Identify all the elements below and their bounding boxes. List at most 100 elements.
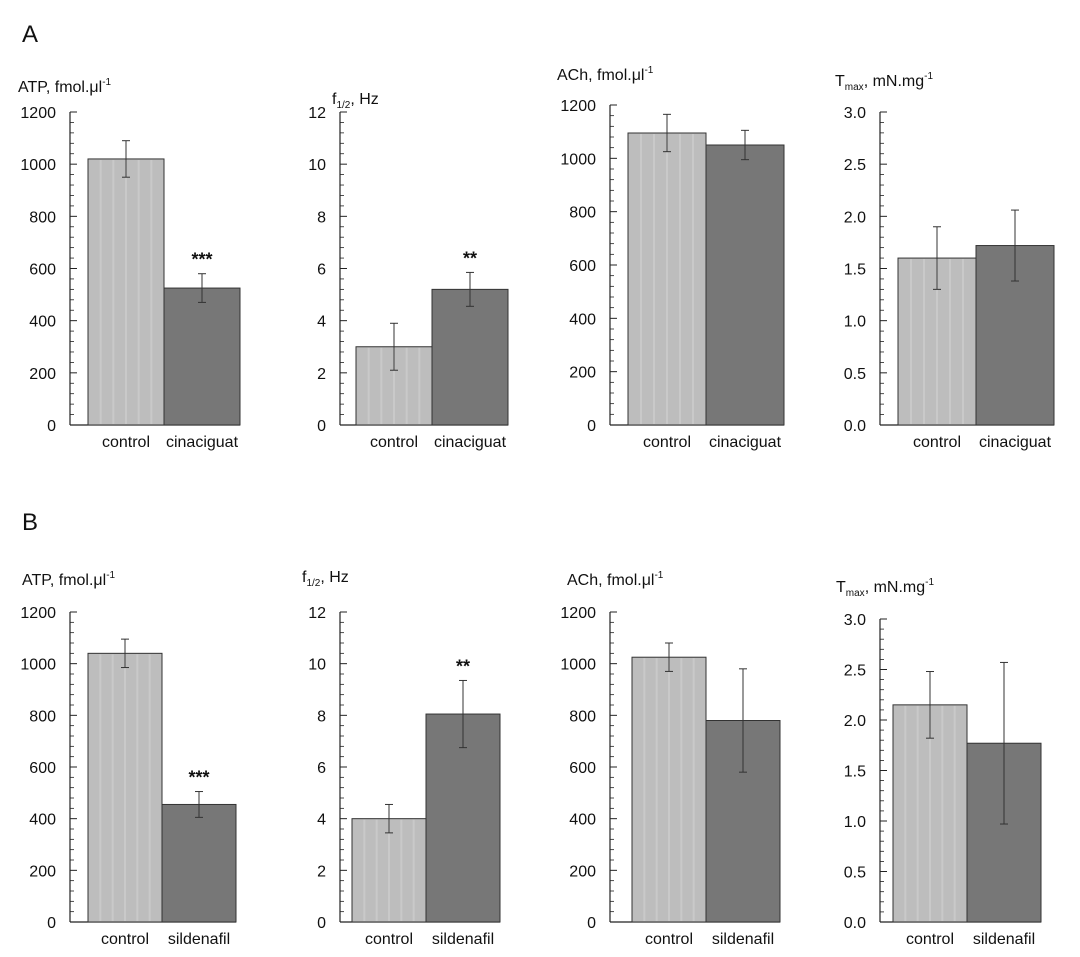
y-tick-label: 2.5 [844,157,866,174]
y-tick-label: 200 [29,366,56,383]
chart-title: Tmax, mN.mg-1 [836,577,934,599]
panel-letter-a: A [22,21,38,48]
y-tick-label: 12 [308,605,326,622]
y-tick-label: 1200 [20,605,56,622]
y-tick-label: 2.0 [844,713,866,730]
y-tick-label: 200 [569,863,596,880]
bar-cinaciguat [431,288,509,426]
y-tick-label: 2 [317,863,326,880]
significance-label: *** [188,768,209,788]
y-tick-label: 2.5 [844,663,866,680]
bar-sildenafil [161,803,237,923]
chart-title: ATP, fmol.μl-1 [18,77,112,96]
x-tick-label: cinaciguat [709,434,782,451]
chart-title: f1/2, Hz [302,569,349,589]
y-tick-label: 1.5 [844,262,866,279]
x-tick-label: cinaciguat [166,434,239,451]
y-tick-label: 6 [317,262,326,279]
x-tick-label: control [101,931,149,948]
y-tick-label: 2.0 [844,209,866,226]
y-tick-label: 800 [29,209,56,226]
y-tick-label: 1200 [560,98,596,115]
y-tick-label: 0.0 [844,915,866,932]
y-tick-label: 800 [569,708,596,725]
y-tick-label: 10 [308,657,326,674]
y-tick-label: 1200 [20,105,56,122]
x-tick-label: sildenafil [432,931,494,948]
y-tick-label: 3.0 [844,105,866,122]
chart-2: f1/2, Hz 0 2 4 6 8 10 12 control ** cinaciguat [308,91,509,451]
chart-title: ATP, fmol.μl-1 [22,570,116,589]
y-tick-label: 0 [587,418,596,435]
y-tick-label: 800 [29,708,56,725]
chart-6: f1/2, Hz 0 2 4 6 8 10 12 control ** sildenafil [302,569,501,948]
y-tick-label: 400 [29,314,56,331]
chart-3: ACh, fmol.μl-1 0 200 400 600 800 1000 1200 contr… [557,65,785,451]
y-tick-label: 400 [569,812,596,829]
y-tick-label: 8 [317,708,326,725]
y-tick-label: 0.5 [844,366,866,383]
y-tick-label: 0.0 [844,418,866,435]
chart-5: ATP, fmol.μl-1 0 200 400 600 800 1000 1200 contr… [20,570,237,948]
x-tick-label: control [645,931,693,948]
y-tick-label: 6 [317,760,326,777]
x-tick-label: control [370,434,418,451]
y-tick-label: 600 [569,258,596,275]
chart-4: Tmax, mN.mg-1 0.0 0.5 1.0 1.5 2.0 2.5 3.0 contro… [835,71,1055,451]
y-tick-label: 2 [317,366,326,383]
chart-title: ACh, fmol.μl-1 [567,570,664,589]
significance-label: ** [463,248,477,268]
y-tick-label: 600 [29,760,56,777]
y-tick-label: 600 [569,760,596,777]
x-tick-label: control [365,931,413,948]
chart-1: ATP, fmol.μl-1 0 200 400 600 800 1000 1200 contr… [18,77,241,451]
y-tick-label: 1000 [20,657,56,674]
y-tick-label: 12 [308,105,326,122]
chart-8: Tmax, mN.mg-1 0.0 0.5 1.0 1.5 2.0 2.5 3.0 contro… [836,577,1042,948]
chart-title: f1/2, Hz [332,91,379,111]
y-tick-label: 0.5 [844,865,866,882]
y-tick-label: 1.0 [844,814,866,831]
y-tick-label: 1.0 [844,314,866,331]
y-tick-label: 200 [29,863,56,880]
y-tick-label: 400 [29,812,56,829]
y-tick-label: 0 [317,418,326,435]
charts-layer: ATP, fmol.μl-1020040060080010001200contr… [18,65,1055,948]
x-tick-label: control [906,931,954,948]
y-tick-label: 4 [317,314,326,331]
bar-cinaciguat [163,287,241,426]
x-tick-label: cinaciguat [979,434,1052,451]
y-tick-label: 1000 [560,657,596,674]
y-tick-label: 400 [569,311,596,328]
x-tick-label: control [913,434,961,451]
y-tick-label: 1000 [560,151,596,168]
significance-label: *** [191,250,212,270]
chart-title: ACh, fmol.μl-1 [557,65,654,84]
chart-7: ACh, fmol.μl-1 0 200 400 600 800 1000 1200 contr… [560,570,781,948]
x-tick-label: sildenafil [712,931,774,948]
bar-sildenafil [425,713,501,923]
y-tick-label: 0 [317,915,326,932]
y-tick-label: 600 [29,262,56,279]
y-tick-label: 1000 [20,157,56,174]
y-tick-label: 1.5 [844,764,866,781]
x-tick-label: sildenafil [168,931,230,948]
y-tick-label: 1200 [560,605,596,622]
x-tick-label: sildenafil [973,931,1035,948]
y-tick-label: 10 [308,157,326,174]
y-tick-label: 8 [317,209,326,226]
x-tick-label: control [102,434,150,451]
y-tick-label: 200 [569,365,596,382]
y-tick-label: 0 [47,418,56,435]
y-tick-label: 800 [569,205,596,222]
x-tick-label: control [643,434,691,451]
y-tick-label: 0 [587,915,596,932]
y-tick-label: 3.0 [844,612,866,629]
y-tick-label: 0 [47,915,56,932]
significance-label: ** [456,656,470,676]
bar-cinaciguat [705,144,785,426]
y-tick-label: 4 [317,812,326,829]
panel-letter-b: B [22,509,38,536]
